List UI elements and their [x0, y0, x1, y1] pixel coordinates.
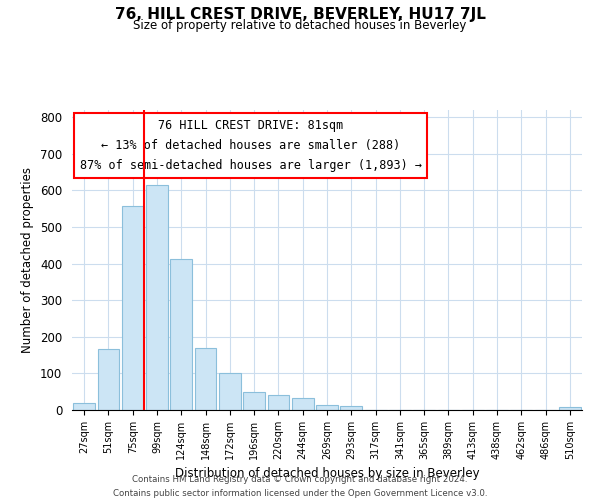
X-axis label: Distribution of detached houses by size in Beverley: Distribution of detached houses by size … — [175, 468, 479, 480]
Bar — [243, 392, 265, 410]
Bar — [268, 396, 289, 410]
Text: 76, HILL CREST DRIVE, BEVERLEY, HU17 7JL: 76, HILL CREST DRIVE, BEVERLEY, HU17 7JL — [115, 8, 485, 22]
Y-axis label: Number of detached properties: Number of detached properties — [22, 167, 34, 353]
Bar — [219, 374, 241, 410]
Text: Size of property relative to detached houses in Beverley: Size of property relative to detached ho… — [133, 19, 467, 32]
Bar — [292, 398, 314, 410]
Bar — [122, 206, 143, 410]
Bar — [73, 402, 95, 410]
Bar — [316, 405, 338, 410]
Bar — [559, 408, 581, 410]
Bar — [146, 186, 168, 410]
Text: 76 HILL CREST DRIVE: 81sqm
← 13% of detached houses are smaller (288)
87% of sem: 76 HILL CREST DRIVE: 81sqm ← 13% of deta… — [79, 119, 421, 172]
Bar — [340, 406, 362, 410]
Bar — [170, 259, 192, 410]
Bar — [97, 348, 119, 410]
Bar — [194, 348, 217, 410]
Text: Contains HM Land Registry data © Crown copyright and database right 2024.
Contai: Contains HM Land Registry data © Crown c… — [113, 476, 487, 498]
